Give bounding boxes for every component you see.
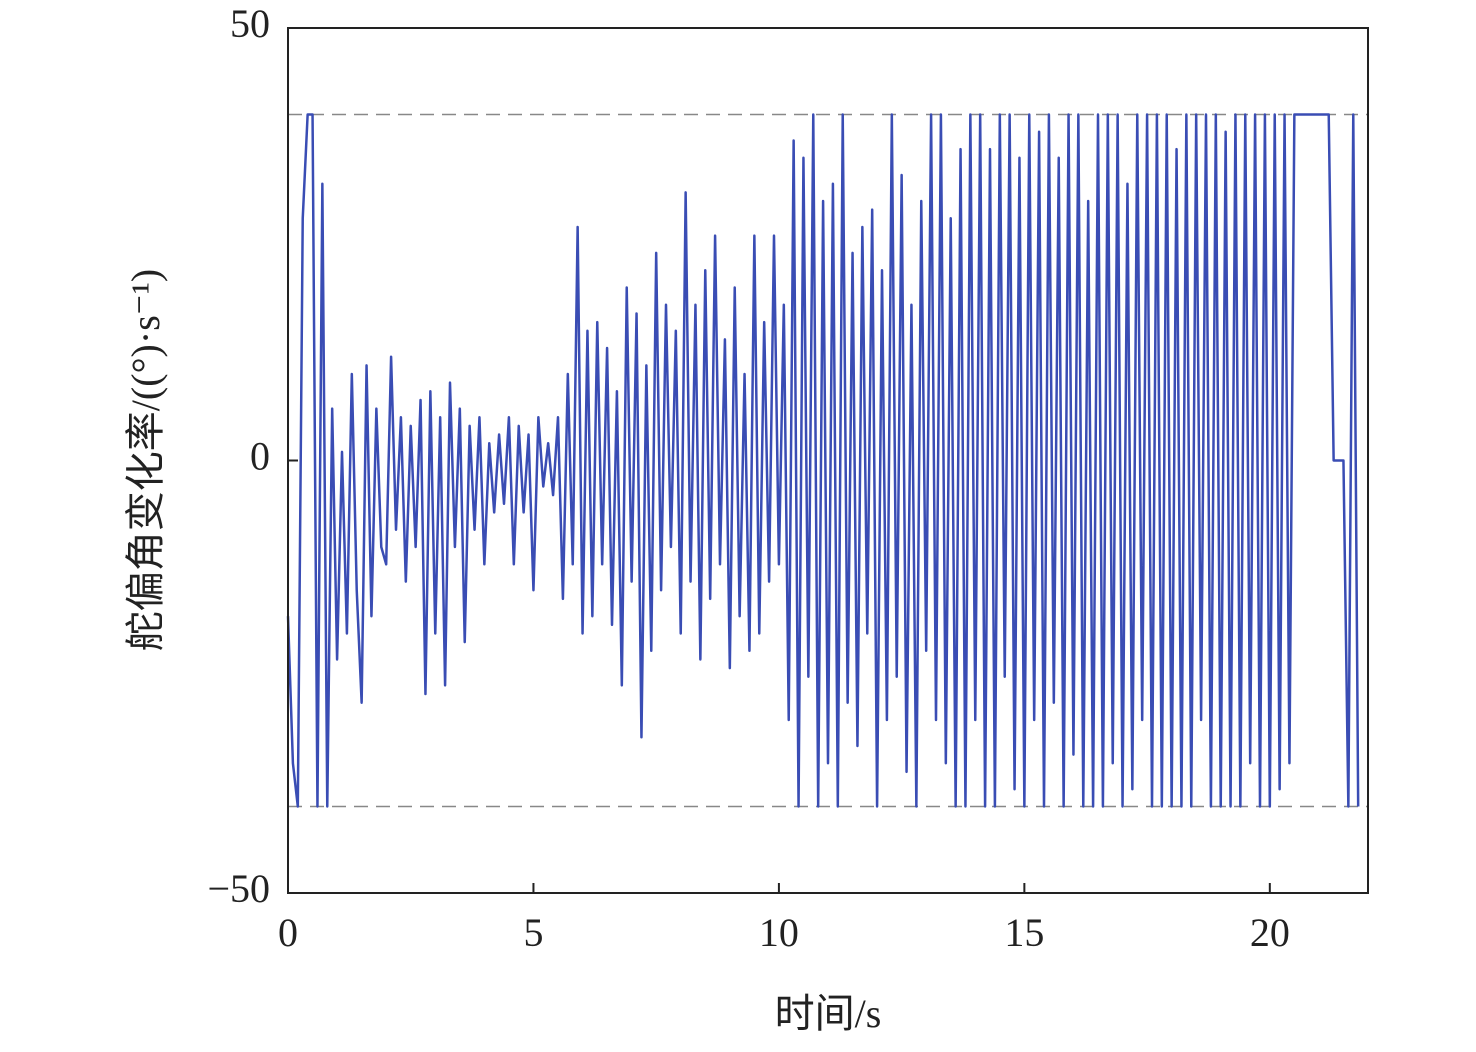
y-tick-label: 50: [230, 1, 270, 46]
x-tick-label: 20: [1250, 910, 1290, 955]
x-axis-label: 时间/s: [775, 991, 882, 1036]
data-line: [286, 113, 1360, 808]
y-axis-label: 舵偏角变化率/((°)·s⁻¹): [123, 269, 168, 651]
x-tick-label: 15: [1004, 910, 1044, 955]
x-tick-label: 10: [759, 910, 799, 955]
x-tick-label: 5: [523, 910, 543, 955]
y-tick-label: −50: [207, 866, 270, 911]
y-tick-label: 0: [250, 434, 270, 479]
x-tick-label: 0: [278, 910, 298, 955]
